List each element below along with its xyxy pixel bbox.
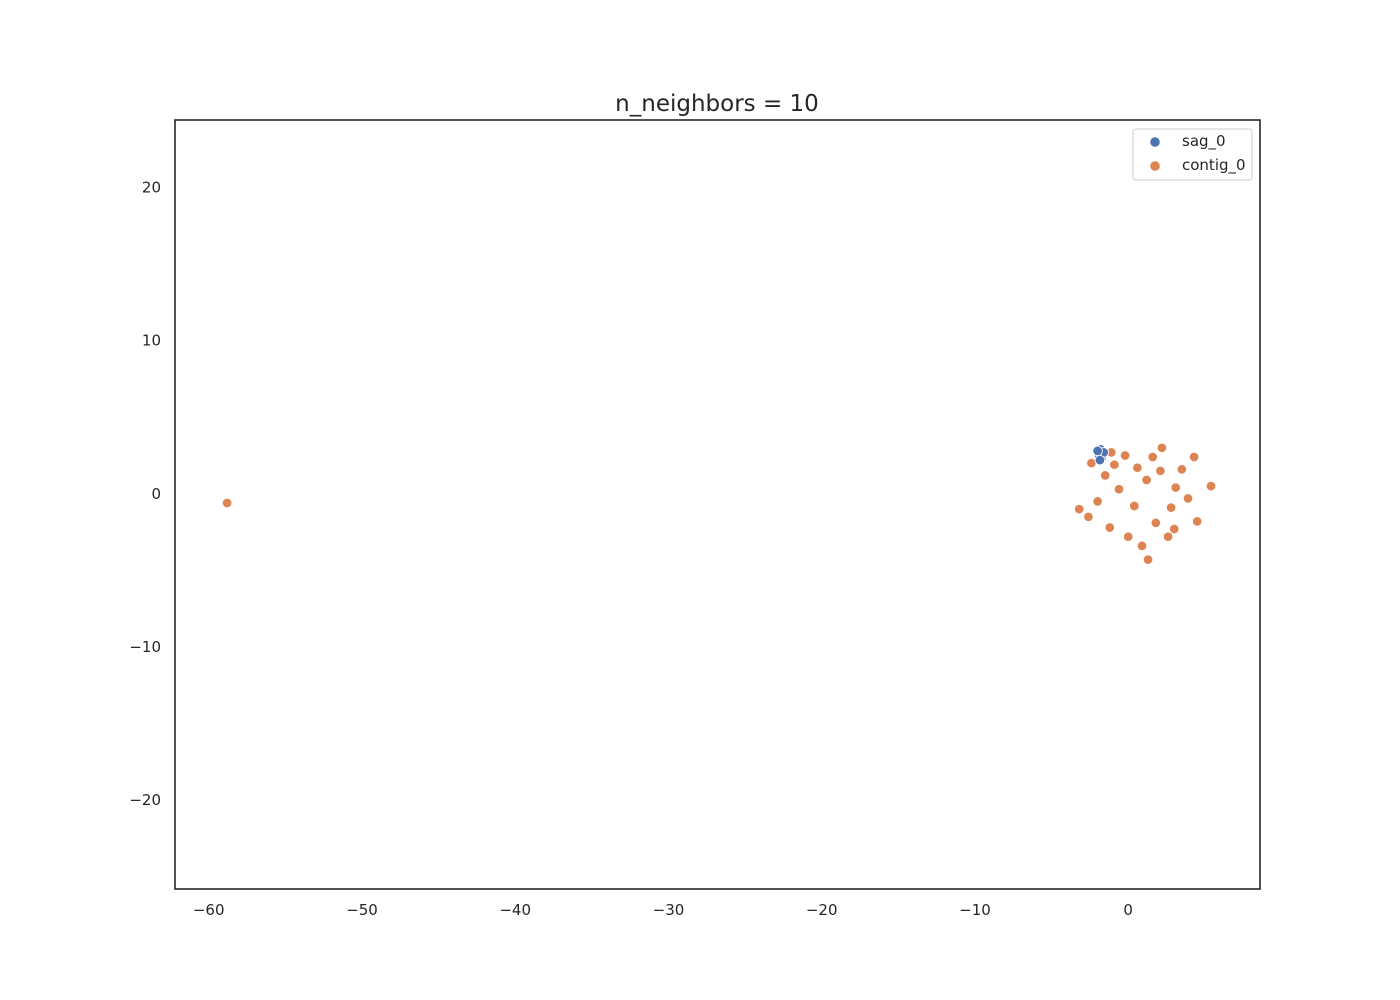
legend-marker-sag-0 bbox=[1149, 136, 1161, 148]
legend-label-sag-0: sag_0 bbox=[1182, 132, 1226, 151]
chart-title: n_neighbors = 10 bbox=[615, 91, 819, 117]
contig-0-point bbox=[1136, 540, 1148, 552]
legend-box bbox=[1132, 128, 1253, 181]
contig-0-point bbox=[1109, 459, 1120, 470]
contig-0-point bbox=[1132, 462, 1143, 473]
x-tick-label: −30 bbox=[653, 901, 685, 919]
contig-0-point bbox=[1188, 451, 1200, 463]
legend: sag_0 contig_0 bbox=[1132, 128, 1253, 181]
contig-0-point bbox=[1141, 474, 1152, 486]
x-tick-label: −60 bbox=[193, 901, 225, 919]
contig-0-point bbox=[1119, 450, 1131, 461]
x-tick-label: −20 bbox=[806, 901, 838, 919]
y-axis: 20 10 0 −10 −20 bbox=[129, 178, 161, 809]
contig-0-point bbox=[1155, 465, 1166, 477]
y-tick-label: 0 bbox=[151, 485, 161, 503]
contig-0-point bbox=[1083, 511, 1094, 523]
y-tick-label: −10 bbox=[129, 638, 161, 656]
contig-0-point bbox=[1113, 483, 1125, 495]
plot-frame bbox=[174, 119, 1261, 890]
contig-0-point bbox=[221, 497, 233, 509]
contig-0-point bbox=[1156, 442, 1168, 454]
contig-0-point bbox=[1162, 531, 1174, 542]
x-axis: −60 −50 −40 −30 −20 −10 0 bbox=[193, 901, 1133, 919]
contig-0-point bbox=[1191, 516, 1203, 527]
points-layer bbox=[221, 442, 1217, 565]
contig-0-point bbox=[1165, 502, 1177, 513]
contig-0-point bbox=[1142, 554, 1154, 565]
sag-0-point bbox=[1094, 454, 1106, 466]
contig-0-point bbox=[1170, 482, 1181, 493]
contig-0-point bbox=[1104, 522, 1116, 533]
contig-0-point bbox=[1182, 493, 1194, 504]
plot-area bbox=[174, 119, 1261, 890]
contig-0-point bbox=[1092, 496, 1103, 507]
x-tick-label: 0 bbox=[1123, 901, 1133, 919]
legend-label-contig-0: contig_0 bbox=[1182, 156, 1246, 175]
contig-0-point bbox=[1129, 500, 1140, 512]
contig-0-point bbox=[1150, 517, 1162, 529]
contig-0-point bbox=[1205, 480, 1217, 492]
y-tick-label: 20 bbox=[142, 178, 161, 196]
contig-0-point bbox=[1073, 503, 1085, 515]
x-tick-label: −50 bbox=[346, 901, 378, 919]
contig-0-point bbox=[1122, 531, 1134, 542]
contig-0-point bbox=[1147, 451, 1158, 463]
contig-0-point bbox=[1176, 464, 1188, 475]
y-tick-label: −20 bbox=[129, 791, 161, 809]
sag-0-point bbox=[1092, 445, 1103, 457]
x-tick-label: −10 bbox=[959, 901, 991, 919]
contig-0-point bbox=[1099, 470, 1111, 481]
contig-0-point bbox=[1168, 523, 1180, 535]
x-tick-label: −40 bbox=[499, 901, 531, 919]
legend-marker-contig-0 bbox=[1149, 160, 1161, 172]
y-tick-label: 10 bbox=[142, 332, 161, 350]
